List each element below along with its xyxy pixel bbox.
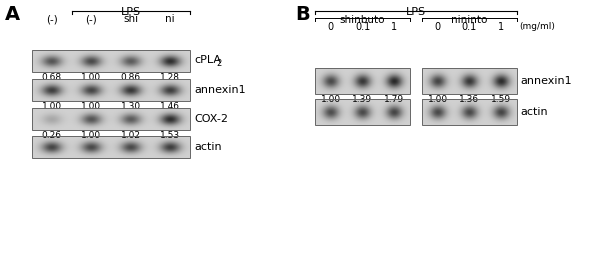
Text: 1.36: 1.36 [460,95,479,104]
Text: 1.39: 1.39 [352,95,373,104]
Text: 1.02: 1.02 [121,131,141,140]
Text: 1.30: 1.30 [121,102,141,111]
Text: 1: 1 [498,22,504,32]
Text: 1: 1 [391,22,397,32]
Text: LPS: LPS [406,7,426,17]
Bar [32,108,190,130]
Text: 0: 0 [328,22,334,32]
Text: shi: shi [123,14,139,24]
Text: nininto: nininto [451,15,488,25]
Text: shinbuto: shinbuto [340,15,385,25]
Text: 1.00: 1.00 [321,95,341,104]
Text: (-): (-) [46,14,58,24]
Bar [422,99,517,125]
Text: 2: 2 [216,58,221,68]
Text: 1.53: 1.53 [160,131,181,140]
Text: 0.1: 0.1 [462,22,477,32]
Text: 1.00: 1.00 [81,102,101,111]
Text: 0.1: 0.1 [355,22,370,32]
Text: annexin1: annexin1 [194,85,245,95]
Bar [32,136,190,158]
Text: annexin1: annexin1 [520,76,572,86]
Text: LPS: LPS [121,7,141,17]
Text: 1.28: 1.28 [160,73,180,82]
Text: actin: actin [194,142,221,152]
Bar [32,79,190,101]
Text: 0.68: 0.68 [41,73,62,82]
Text: 1.59: 1.59 [491,95,511,104]
Text: 1.00: 1.00 [81,131,101,140]
Text: 1.00: 1.00 [41,102,62,111]
Text: actin: actin [520,107,548,117]
Text: B: B [295,5,310,24]
Bar [315,99,410,125]
Text: 1.00: 1.00 [428,95,448,104]
Text: 1.46: 1.46 [160,102,180,111]
Text: 0: 0 [435,22,441,32]
Text: 1.79: 1.79 [384,95,404,104]
Bar [422,68,517,94]
Text: 1.00: 1.00 [81,73,101,82]
Text: (-): (-) [85,14,97,24]
Text: cPLA: cPLA [194,55,221,65]
Text: 0.86: 0.86 [121,73,141,82]
Text: 0.26: 0.26 [42,131,62,140]
Text: COX-2: COX-2 [194,114,228,124]
Bar [32,50,190,72]
Text: A: A [5,5,20,24]
Bar [315,68,410,94]
Text: ni: ni [166,14,175,24]
Text: (mg/ml): (mg/ml) [519,22,555,31]
